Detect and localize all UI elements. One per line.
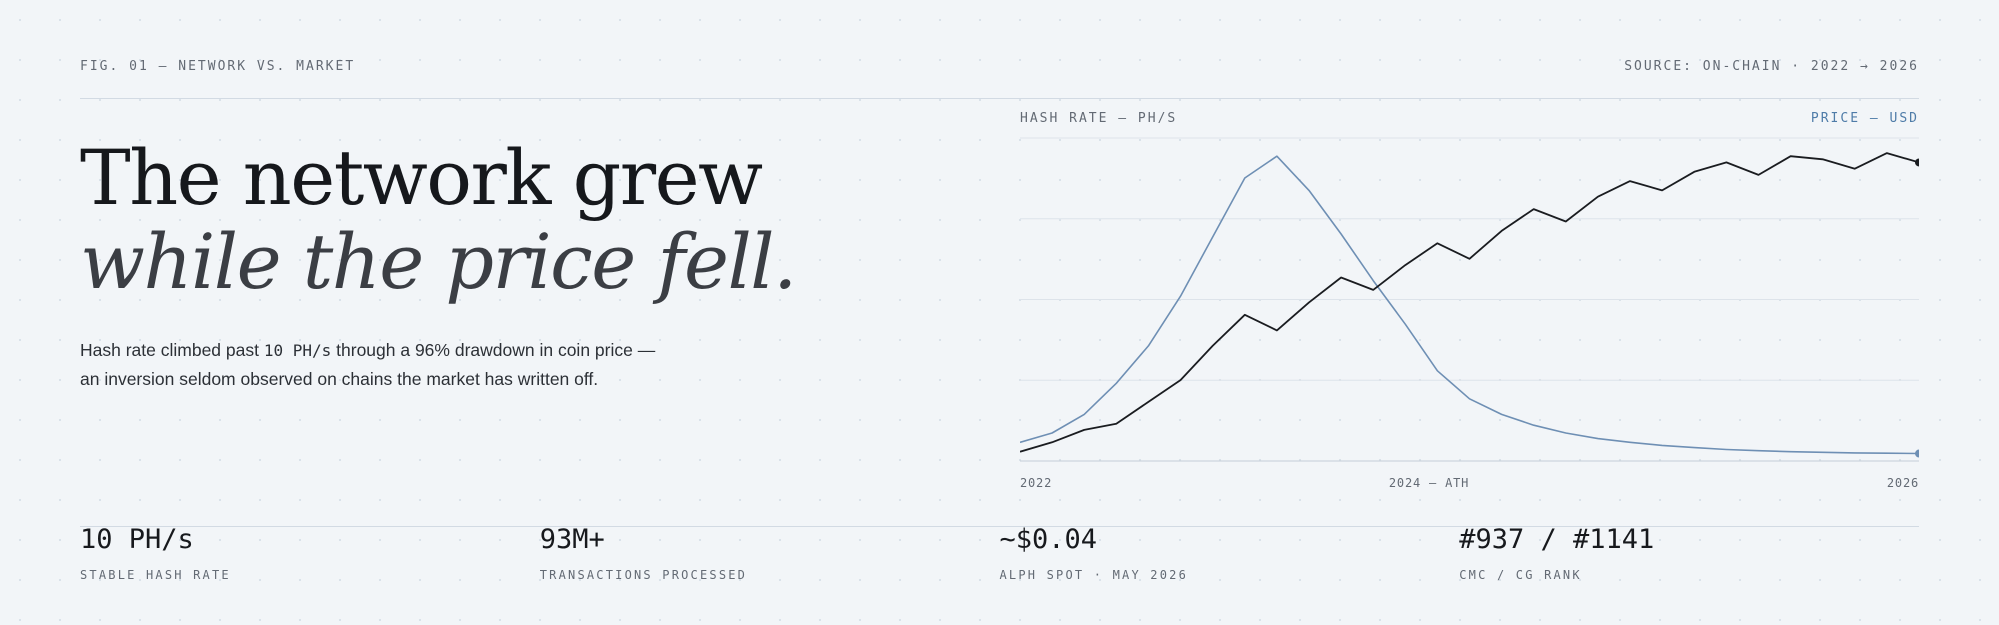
stat-value: #937 / #1141 [1459, 524, 1655, 555]
lede-paragraph: Hash rate climbed past 10 PH/s through a… [80, 336, 660, 394]
stat-value: 10 PH/s [80, 524, 194, 555]
figure-label: FIG. 01 — NETWORK VS. MARKET [80, 59, 356, 74]
chart-series [1020, 152, 1919, 458]
x-tick-label: 2024 — ATH [1389, 476, 1469, 490]
bottom-divider [80, 526, 1919, 527]
stat-label: ALPH SPOT · MAY 2026 [999, 568, 1188, 582]
stat-label: CMC / CG RANK [1459, 568, 1582, 582]
stat-hash-rate: 10 PH/s STABLE HASH RATE [80, 522, 540, 582]
price-line [1020, 155, 1919, 455]
top-divider [80, 98, 1919, 99]
price-end-point [1915, 449, 1919, 458]
hash-vs-price-chart: 2022 2024 — ATH 2026 [1020, 137, 1919, 490]
x-tick-label: 2026 [1887, 476, 1919, 490]
stat-value: ~$0.04 [999, 524, 1098, 555]
hash-rate-end-point [1915, 158, 1919, 167]
stat-value: 93M+ [539, 524, 605, 555]
x-tick-label: 2022 [1020, 476, 1052, 490]
lede-highlight: 10 PH/s [263, 341, 332, 360]
headline-line-1: The network grew [80, 133, 763, 222]
headline: The network grew while the price fell. [80, 133, 797, 306]
figure-header: FIG. 01 — NETWORK VS. MARKET SOURCE: ON-… [80, 59, 1919, 74]
left-axis-label: HASH RATE — PH/S [1020, 111, 1178, 126]
hash-rate-line [1020, 152, 1919, 453]
headline-line-2: while the price fell. [80, 217, 797, 306]
right-axis-label: PRICE — USD [1810, 111, 1919, 126]
lede-text-2: through a 96% drawdown in coin price — a… [80, 340, 656, 389]
stat-label: STABLE HASH RATE [80, 568, 231, 582]
chart-grid [1020, 137, 1919, 462]
x-axis-ticks: 2022 2024 — ATH 2026 [1020, 476, 1919, 490]
stat-transactions: 93M+ TRANSACTIONS PROCESSED [540, 522, 1000, 582]
stat-rank: #937 / #1141 CMC / CG RANK [1459, 522, 1919, 582]
stats-row: 10 PH/s STABLE HASH RATE 93M+ TRANSACTIO… [80, 522, 1919, 582]
stat-label: TRANSACTIONS PROCESSED [539, 568, 748, 582]
source-label: SOURCE: ON-CHAIN · 2022 → 2026 [1624, 59, 1919, 74]
lede-text-1: Hash rate climbed past [80, 340, 264, 360]
stat-spot-price: ~$0.04 ALPH SPOT · MAY 2026 [1000, 522, 1460, 582]
